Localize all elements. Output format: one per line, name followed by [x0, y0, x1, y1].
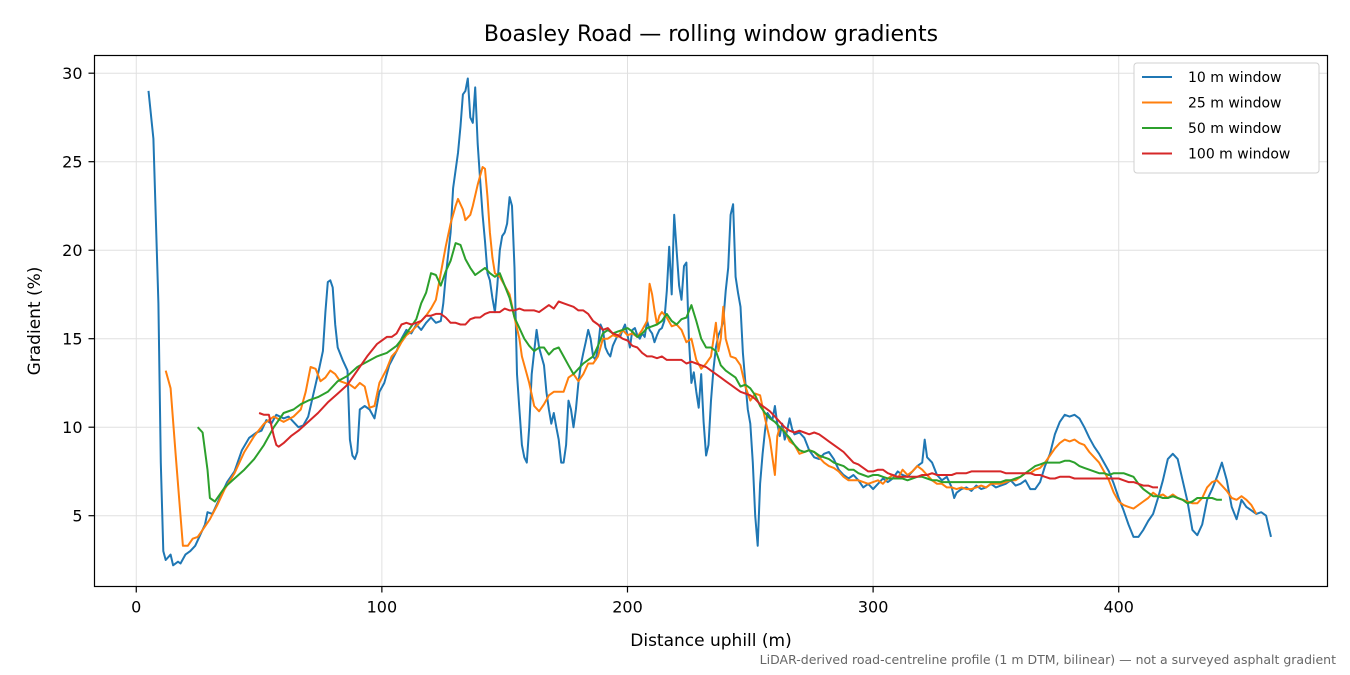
chart-title: Boasley Road — rolling window gradients: [484, 22, 938, 47]
legend-label: 100 m window: [1188, 147, 1290, 163]
x-tick-label: 300: [858, 598, 889, 617]
legend-label: 50 m window: [1188, 121, 1281, 137]
series-line-4: [258, 300, 1158, 489]
y-tick-label: 10: [62, 418, 82, 437]
y-tick-label: 15: [62, 330, 82, 349]
y-tick-label: 30: [62, 64, 82, 83]
x-axis-label: Distance uphill (m): [630, 631, 791, 651]
series-line-3: [196, 242, 1222, 505]
axis-ticks: 0 100 200 300 400 5 10 15 20 25 30: [62, 64, 1134, 616]
x-tick-label: 400: [1103, 598, 1134, 617]
legend-box: [1133, 62, 1320, 174]
legend: 10 m window 25 m window 50 m window 100 m w…: [1133, 62, 1320, 174]
y-tick-label: 25: [62, 153, 82, 172]
series-line-1: [147, 77, 1272, 567]
x-tick-label: 0: [131, 598, 141, 617]
y-tick-label: 20: [62, 241, 82, 260]
x-tick-label: 100: [367, 598, 398, 617]
legend-label: 25 m window: [1188, 96, 1281, 112]
x-tick-label: 200: [612, 598, 643, 617]
series-lines: [147, 77, 1272, 567]
y-axis-label: Gradient (%): [25, 267, 45, 376]
footnote: LiDAR-derived road-centreline profile (1…: [759, 652, 1336, 667]
series-line-2: [164, 166, 1258, 547]
plot-frame: [93, 54, 1329, 588]
y-tick-label: 5: [72, 507, 82, 526]
legend-label: 10 m window: [1188, 70, 1281, 86]
